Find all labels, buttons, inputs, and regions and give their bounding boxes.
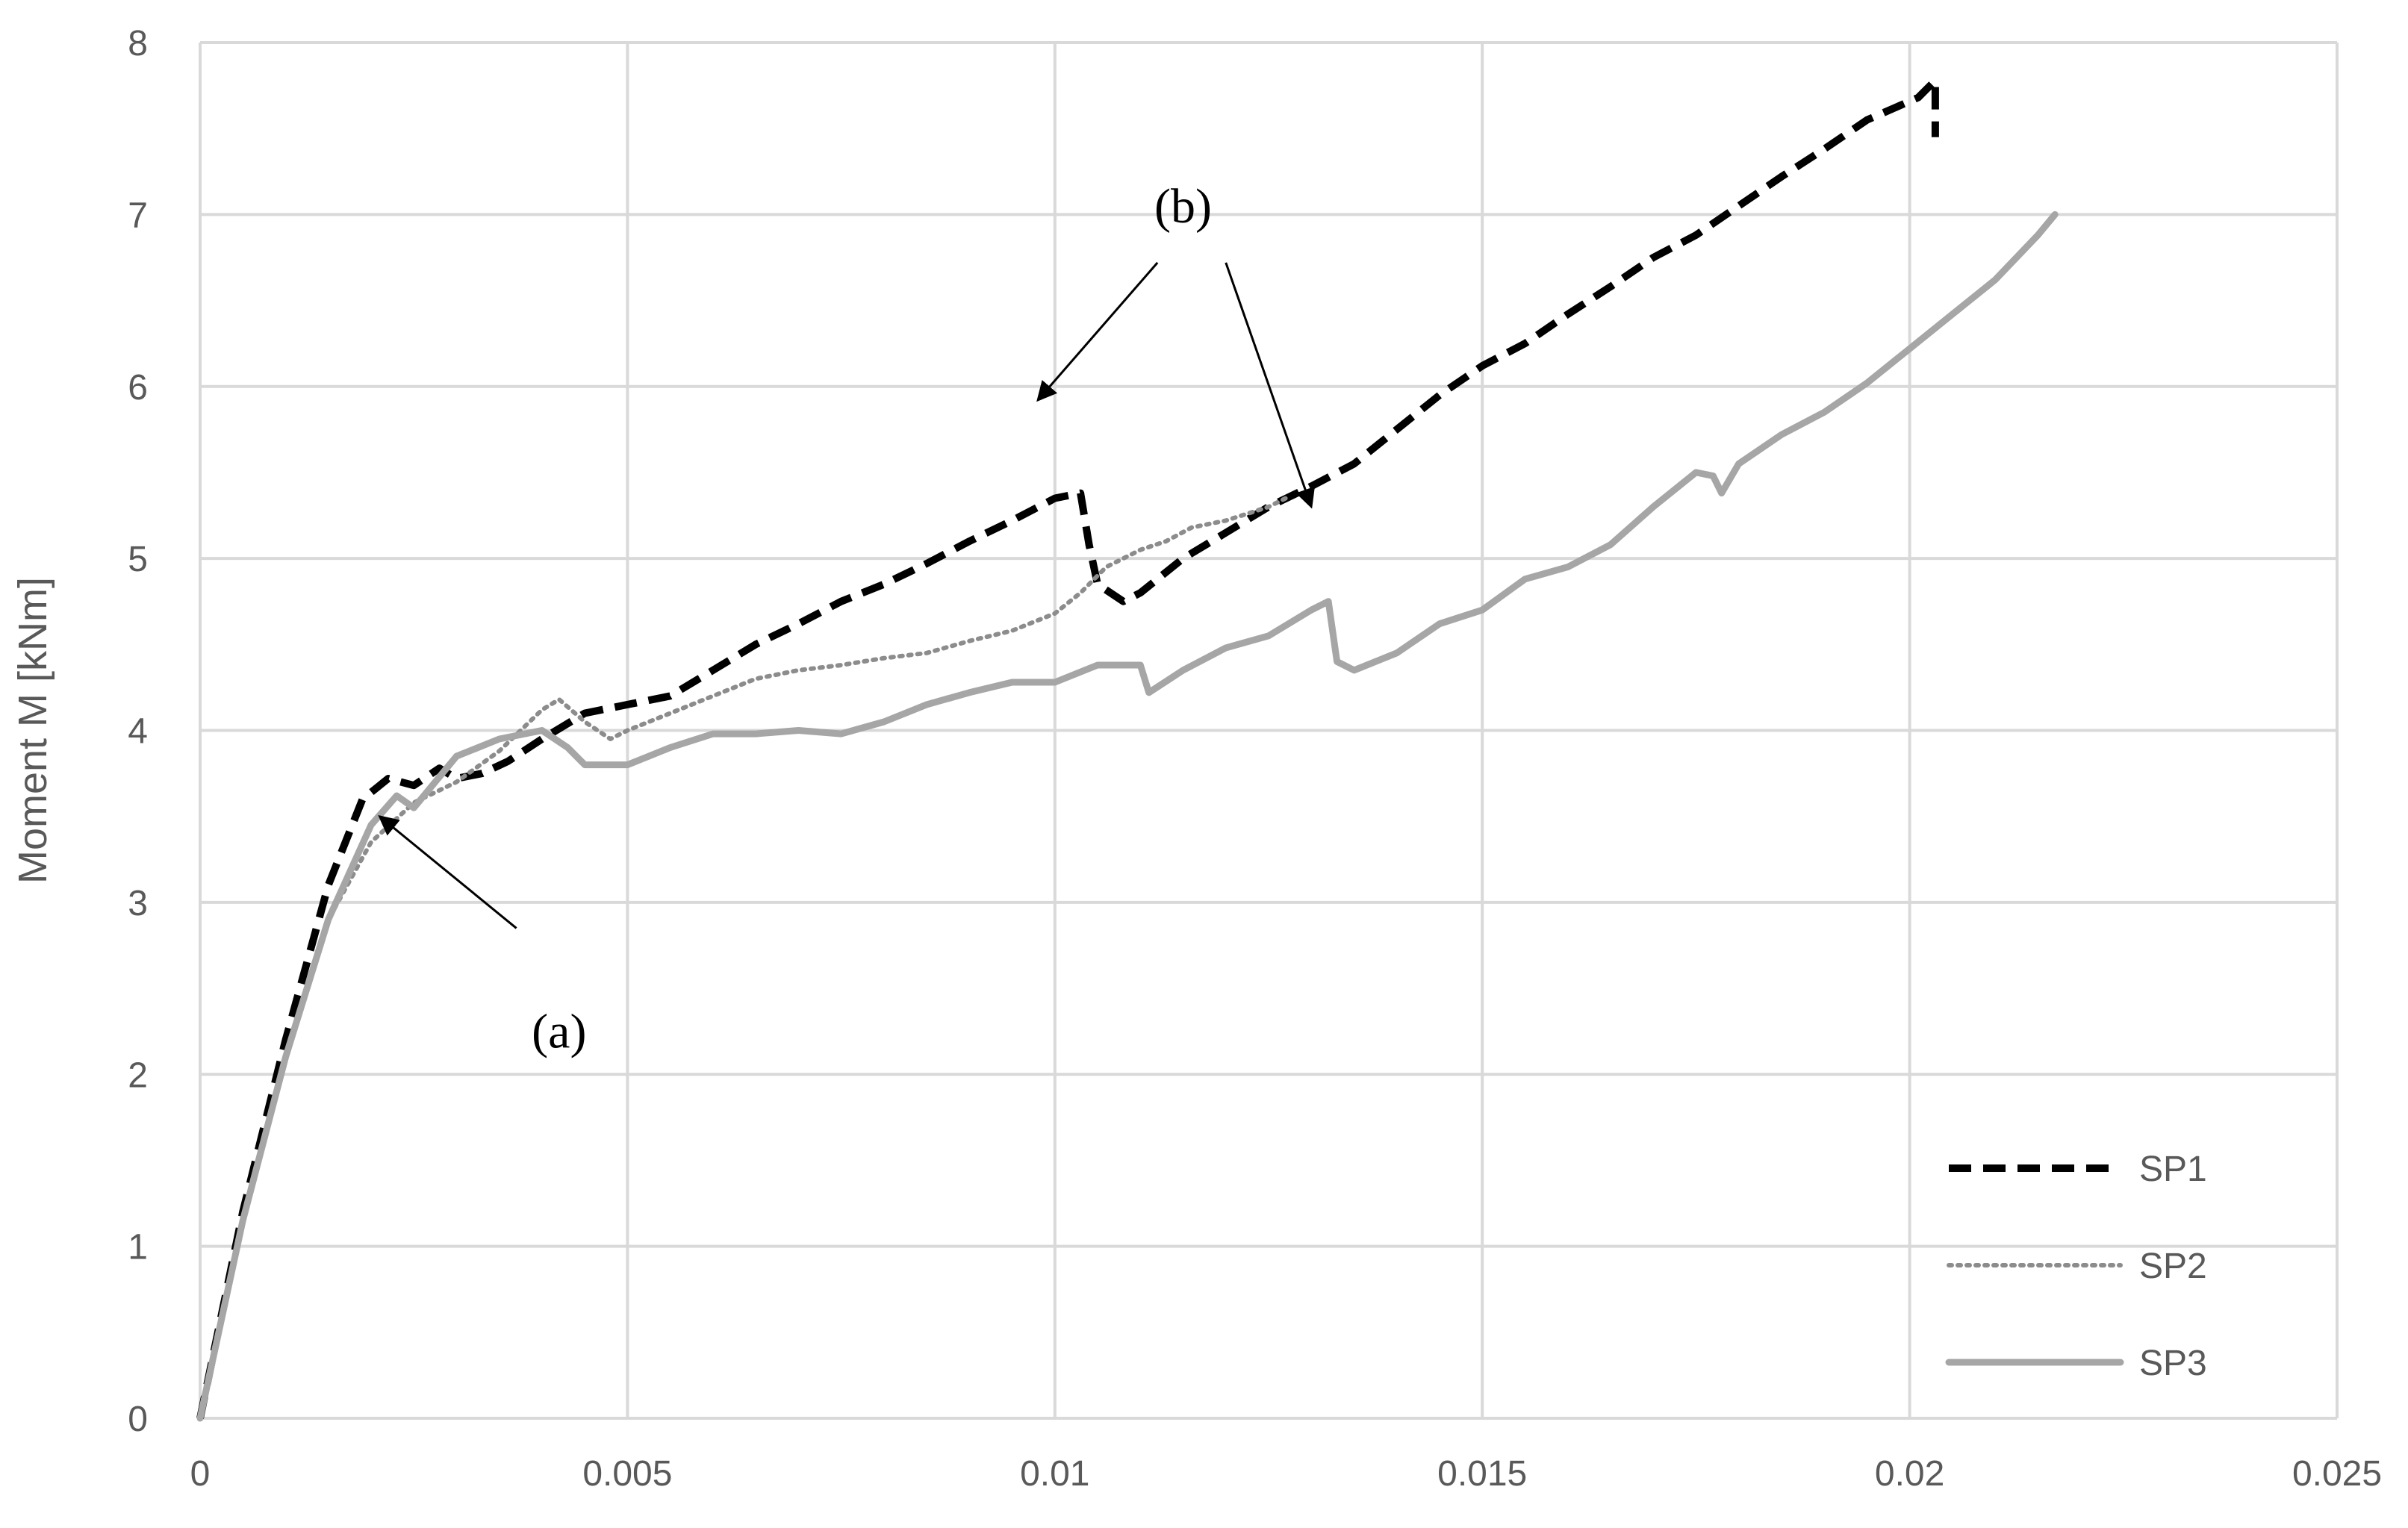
series-line-sp1 — [196, 76, 1939, 1420]
x-tick-label: 0.005 — [582, 1454, 672, 1494]
x-tick-label: 0.025 — [2292, 1454, 2382, 1494]
y-tick-label: 4 — [128, 712, 148, 752]
y-tick-label: 3 — [128, 884, 148, 923]
annotation-label: (a) — [532, 1005, 586, 1059]
legend-label-sp1: SP1 — [2139, 1150, 2207, 1189]
annotation-arrow — [378, 814, 517, 929]
annotation-label: (b) — [1154, 179, 1212, 234]
legend-label-sp3: SP3 — [2139, 1344, 2207, 1383]
y-tick-label: 7 — [128, 196, 148, 235]
x-tick-label: 0.01 — [1020, 1454, 1089, 1494]
y-tick-label: 5 — [128, 540, 148, 579]
annotations: (a) (b) — [378, 179, 1315, 1059]
y-tick-label: 8 — [128, 24, 148, 63]
gridlines — [199, 41, 2339, 1420]
series-line-sp3 — [196, 211, 2059, 1422]
legend-label-sp2: SP2 — [2139, 1247, 2207, 1286]
series-lines — [196, 76, 2059, 1422]
y-tick-label: 6 — [128, 368, 148, 408]
x-tick-label: 0 — [190, 1454, 211, 1494]
annotation-arrow — [1225, 262, 1315, 509]
legend: SP1 SP2 SP3 — [1945, 1150, 2207, 1383]
series-line-sp2 — [198, 496, 1288, 1421]
x-tick-label: 0.015 — [1437, 1454, 1527, 1494]
y-tick-label: 2 — [128, 1055, 148, 1095]
tick-labels: 0 1 2 3 4 5 6 7 8 0 0.005 0.01 0.015 0.02 0.025 — [128, 24, 2382, 1494]
x-tick-label: 0.02 — [1875, 1454, 1944, 1494]
y-tick-label: 1 — [128, 1228, 148, 1267]
annotation-arrow — [1036, 261, 1159, 402]
y-axis-title: Moment M [kNm] — [10, 577, 55, 884]
y-tick-label: 0 — [128, 1400, 148, 1439]
